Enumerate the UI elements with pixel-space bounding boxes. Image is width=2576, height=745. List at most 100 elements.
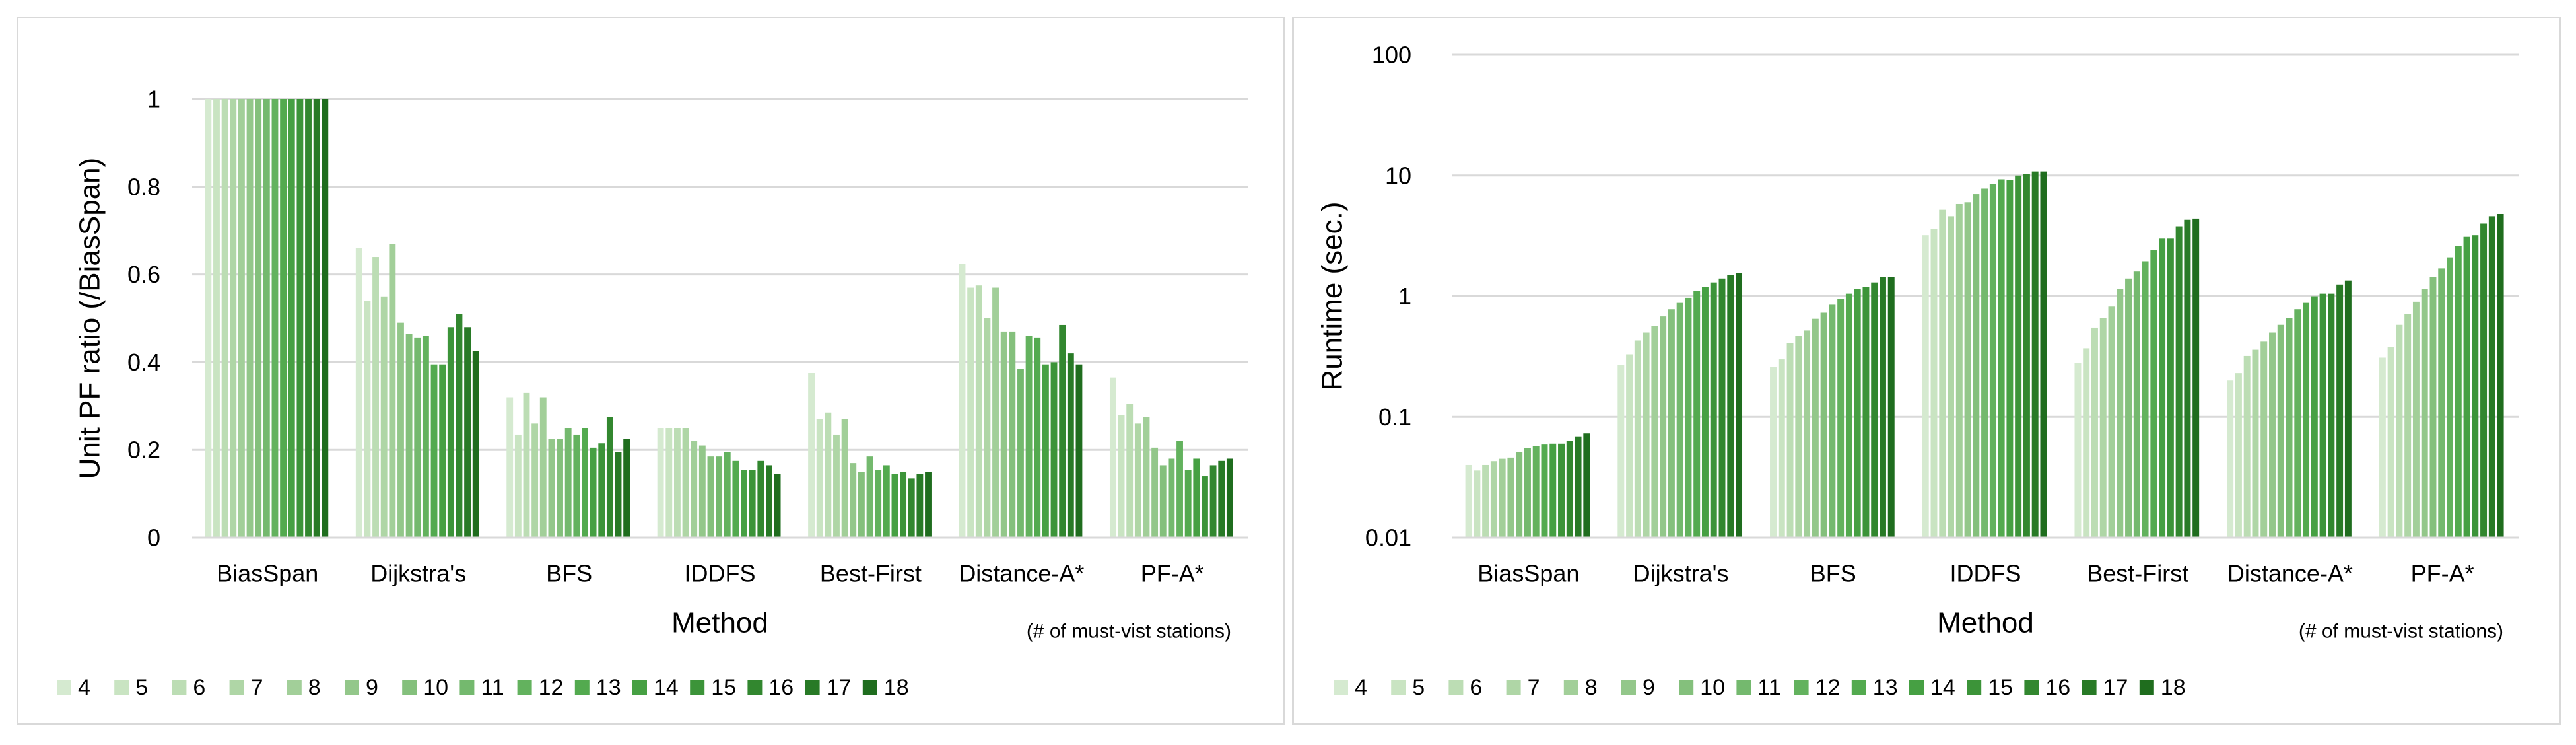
legend-label-15: 15	[1988, 675, 2013, 700]
bar-Best-First-10	[2125, 278, 2132, 538]
bar-PF-A*-7	[1134, 423, 1141, 538]
legend-swatch-4	[1334, 680, 1348, 695]
y-axis-title: Unit PF ratio (/BiasSpan)	[74, 158, 106, 479]
bar-IDDFS-17	[766, 465, 772, 538]
bar-BiasSpan-13	[280, 99, 287, 538]
legend-title-note: (# of must-vist stations)	[1027, 621, 1231, 643]
bar-BFS-12	[573, 434, 580, 538]
legend-label-7: 7	[251, 675, 263, 700]
legend-label-17: 17	[2103, 675, 2128, 700]
bar-IDDFS-11	[1981, 188, 1988, 538]
bar-Dijkstra's-10	[405, 334, 413, 538]
bar-IDDFS-8	[691, 441, 698, 538]
bar-BFS-11	[564, 428, 572, 538]
bar-Distance-A*-7	[984, 318, 991, 538]
legend-label-6: 6	[193, 675, 205, 700]
bar-IDDFS-15	[2015, 175, 2022, 538]
bar-BiasSpan-17	[313, 99, 320, 538]
bar-Best-First-4	[808, 373, 815, 538]
bar-Dijkstra's-10	[1668, 309, 1675, 538]
bar-Best-First-17	[916, 474, 924, 538]
legend-label-17: 17	[827, 675, 852, 700]
legend-label-13: 13	[596, 675, 621, 700]
bar-Distance-A*-17	[2336, 284, 2344, 538]
bar-PF-A*-4	[1109, 377, 1116, 538]
bar-BiasSpan-10	[1516, 452, 1523, 538]
bar-Best-First-12	[2142, 261, 2149, 538]
bar-Distance-A*-12	[2294, 309, 2301, 538]
bar-BFS-13	[582, 428, 588, 538]
bar-BFS-16	[606, 417, 613, 538]
bar-IDDFS-12	[724, 452, 731, 538]
bar-IDDFS-4	[1922, 235, 1929, 538]
legend-label-18: 18	[2161, 675, 2186, 700]
bar-BFS-14	[590, 447, 597, 538]
bar-Best-First-12	[875, 470, 882, 538]
bar-IDDFS-17	[2031, 171, 2039, 538]
bar-IDDFS-14	[741, 470, 747, 538]
legend-label-14: 14	[1930, 675, 1955, 700]
bar-Dijkstra's-14	[439, 364, 446, 538]
bar-Distance-A*-9	[1000, 331, 1007, 538]
bar-PF-A*-14	[2463, 236, 2470, 538]
legend-swatch-12	[1794, 680, 1809, 695]
bar-BiasSpan-7	[1490, 461, 1497, 538]
legend-swatch-11	[1736, 680, 1751, 695]
legend-label-5: 5	[1412, 675, 1425, 700]
x-category-label: Best-First	[2087, 560, 2188, 587]
bar-BFS-10	[557, 439, 563, 538]
bar-BFS-17	[615, 452, 622, 538]
bar-Dijkstra's-9	[1660, 316, 1667, 538]
y-tick-label: 1	[147, 86, 160, 113]
y-tick-label: 0.01	[1365, 524, 1411, 551]
bar-PF-A*-13	[2455, 246, 2462, 538]
bar-BiasSpan-17	[1575, 436, 1582, 538]
legend-swatch-10	[402, 680, 417, 695]
bar-BFS-9	[548, 439, 555, 538]
bar-PF-A*-5	[2387, 347, 2394, 538]
bar-BFS-15	[1862, 287, 1870, 538]
bar-PF-A*-9	[2421, 289, 2428, 538]
bar-PF-A*-18	[2497, 214, 2504, 538]
bar-BiasSpan-6	[221, 99, 228, 538]
bar-Best-First-10	[858, 472, 865, 538]
legend-swatch-7	[1506, 680, 1521, 695]
bar-IDDFS-10	[707, 456, 714, 538]
bar-Dijkstra's-15	[447, 327, 454, 538]
bar-BFS-16	[1871, 282, 1878, 538]
bars	[205, 99, 1233, 538]
bar-BiasSpan-12	[1532, 446, 1540, 538]
bar-Dijkstra's-9	[397, 322, 404, 538]
legend-label-12: 12	[1815, 675, 1841, 700]
bar-Best-First-8	[2108, 306, 2115, 538]
bar-Dijkstra's-11	[1676, 302, 1683, 538]
bar-BFS-7	[531, 423, 539, 538]
legend-swatch-13	[1851, 680, 1866, 695]
bar-Distance-A*-15	[2319, 293, 2326, 538]
bar-Dijkstra's-8	[389, 244, 396, 538]
bar-Distance-A*-13	[1034, 337, 1041, 538]
x-category-label: Dijkstra's	[370, 560, 466, 587]
bar-PF-A*-17	[2488, 216, 2495, 538]
x-category-label: Distance-A*	[959, 560, 1084, 587]
bar-Dijkstra's-4	[1617, 365, 1625, 538]
legend-swatch-18	[862, 680, 877, 695]
bar-BFS-15	[598, 443, 605, 538]
legend-label-10: 10	[423, 675, 448, 700]
legend-swatch-13	[574, 680, 590, 695]
legend-swatch-15	[1967, 680, 1982, 695]
bar-BiasSpan-16	[305, 99, 312, 538]
x-category-label: IDDFS	[1950, 560, 2021, 587]
legend-swatch-8	[287, 680, 302, 695]
bar-IDDFS-16	[757, 460, 764, 538]
bar-Best-First-14	[2159, 238, 2166, 538]
x-category-label: BFS	[1810, 560, 1856, 587]
bar-IDDFS-13	[1998, 179, 2005, 538]
bar-Distance-A*-8	[992, 287, 999, 538]
bar-Dijkstra's-17	[1727, 275, 1734, 538]
legend-swatch-7	[229, 680, 244, 695]
unit-pf-ratio-chart-panel: 0 0.2 0.4 0.6 0.8 1 BiasSpan Dijkstra's BFS IDDFS…	[17, 17, 1285, 725]
bar-Distance-A*-5	[2235, 373, 2242, 538]
bar-Distance-A*-10	[1009, 331, 1016, 538]
bar-BiasSpan-9	[1507, 457, 1514, 538]
